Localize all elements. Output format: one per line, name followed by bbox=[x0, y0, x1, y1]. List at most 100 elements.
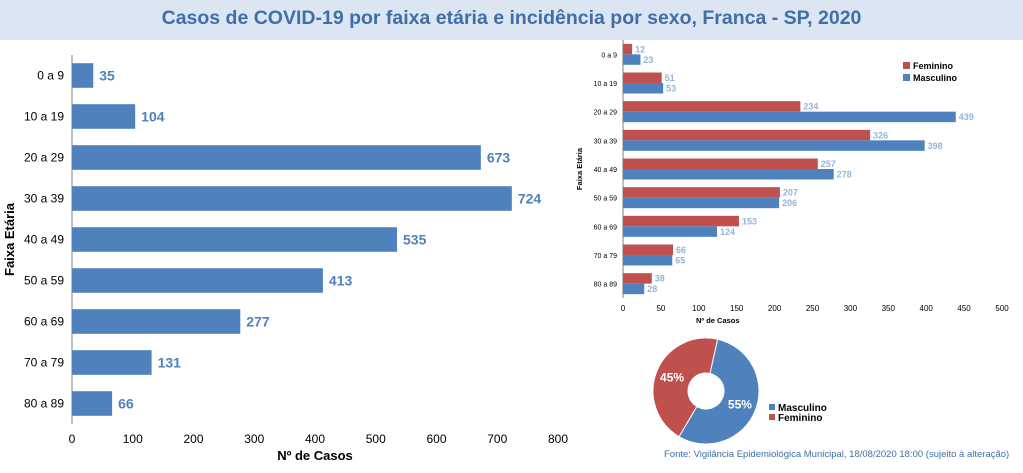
x-tick-label: 450 bbox=[957, 304, 971, 313]
bar bbox=[72, 63, 94, 88]
x-tick-label: 200 bbox=[183, 432, 203, 446]
data-label: 124 bbox=[720, 227, 735, 237]
y-tick-label: 0 a 9 bbox=[37, 69, 64, 83]
x-tick-label: 50 bbox=[656, 304, 665, 313]
data-label: 673 bbox=[487, 150, 511, 166]
x-tick-label: 500 bbox=[995, 304, 1009, 313]
y-tick-label: 50 a 59 bbox=[24, 274, 64, 288]
y-tick-label: 20 a 29 bbox=[594, 110, 617, 117]
data-label: 234 bbox=[803, 102, 818, 112]
bar-masculino bbox=[623, 283, 645, 295]
data-label: 66 bbox=[118, 396, 134, 412]
x-axis-title: Nº de Casos bbox=[696, 316, 740, 325]
x-tick-label: 0 bbox=[621, 304, 626, 313]
data-label: 12 bbox=[635, 44, 645, 54]
legend-label-masculino: Masculino bbox=[778, 403, 827, 414]
x-tick-label: 0 bbox=[69, 432, 76, 446]
bar-masculino bbox=[623, 83, 664, 94]
data-label: 104 bbox=[141, 109, 165, 125]
x-tick-label: 400 bbox=[920, 304, 934, 313]
y-tick-label: 80 a 89 bbox=[594, 282, 617, 289]
y-tick-label: 70 a 79 bbox=[594, 253, 617, 260]
data-label: 207 bbox=[783, 188, 798, 198]
bar-masculino bbox=[623, 54, 641, 65]
bar-masculino bbox=[623, 255, 673, 266]
legend-swatch-feminino bbox=[903, 62, 910, 69]
bar bbox=[72, 350, 152, 375]
data-label: 278 bbox=[837, 170, 852, 180]
bar bbox=[72, 145, 481, 170]
bar-feminino bbox=[623, 273, 652, 284]
data-label: 257 bbox=[821, 159, 836, 169]
y-tick-label: 30 a 39 bbox=[594, 138, 617, 145]
bar-masculino bbox=[623, 140, 925, 151]
x-tick-label: 150 bbox=[730, 304, 744, 313]
bar bbox=[72, 227, 398, 252]
data-label: 206 bbox=[782, 198, 797, 208]
x-tick-label: 600 bbox=[426, 432, 446, 446]
data-label: 724 bbox=[518, 191, 542, 207]
y-tick-label: 60 a 69 bbox=[594, 224, 617, 231]
x-tick-label: 350 bbox=[882, 304, 896, 313]
y-axis-title: Faixa Etária bbox=[2, 202, 17, 276]
y-tick-label: 50 a 59 bbox=[594, 196, 617, 203]
x-tick-label: 100 bbox=[123, 432, 143, 446]
data-label: 413 bbox=[329, 273, 353, 289]
title-band bbox=[0, 0, 1023, 40]
bar-feminino bbox=[623, 215, 739, 227]
x-tick-label: 300 bbox=[844, 304, 858, 313]
x-tick-label: 300 bbox=[244, 432, 264, 446]
x-tick-label: 700 bbox=[487, 432, 507, 446]
y-tick-label: 30 a 39 bbox=[24, 192, 64, 206]
legend-label-feminino: Feminino bbox=[913, 61, 954, 71]
data-label: 38 bbox=[655, 274, 665, 284]
y-axis-title: Faixa Etária bbox=[575, 147, 584, 190]
bar-masculino bbox=[623, 111, 956, 123]
legend-swatch-masculino bbox=[769, 404, 775, 410]
bar bbox=[72, 104, 136, 129]
data-label: 23 bbox=[643, 55, 653, 65]
y-tick-label: 60 a 69 bbox=[24, 315, 64, 329]
y-tick-label: 10 a 19 bbox=[594, 81, 617, 88]
y-tick-label: 80 a 89 bbox=[24, 397, 64, 411]
data-label: 51 bbox=[665, 73, 675, 83]
page-title: Casos de COVID-19 por faixa etária e inc… bbox=[161, 7, 862, 29]
pie-slice-masculino bbox=[678, 338, 760, 445]
bar bbox=[72, 309, 241, 334]
bar-feminino bbox=[623, 43, 633, 55]
legend-label-masculino: Masculino bbox=[913, 73, 958, 83]
bar-feminino bbox=[623, 158, 818, 169]
source-note: Fonte: Vigilância Epidemiológica Municip… bbox=[664, 449, 1010, 460]
y-tick-label: 10 a 19 bbox=[24, 110, 64, 124]
pie-slice-feminino bbox=[652, 337, 719, 438]
x-tick-label: 200 bbox=[768, 304, 782, 313]
x-tick-label: 800 bbox=[548, 432, 568, 446]
data-label: 131 bbox=[158, 355, 182, 371]
pie-value-label: 55% bbox=[728, 397, 752, 411]
bar-feminino bbox=[623, 187, 780, 198]
legend-label-feminino: Feminino bbox=[778, 413, 822, 424]
bar-masculino bbox=[623, 226, 717, 237]
pie-value-label: 45% bbox=[660, 371, 684, 385]
x-tick-label: 500 bbox=[366, 432, 386, 446]
bar-feminino bbox=[623, 101, 801, 112]
legend-swatch-feminino bbox=[769, 414, 775, 420]
bar bbox=[72, 391, 113, 416]
y-tick-label: 40 a 49 bbox=[594, 167, 617, 174]
data-label: 153 bbox=[742, 216, 757, 226]
x-axis-title: Nº de Casos bbox=[277, 448, 353, 463]
legend-swatch-masculino bbox=[903, 74, 910, 81]
data-label: 398 bbox=[928, 141, 943, 151]
data-label: 53 bbox=[666, 84, 676, 94]
data-label: 28 bbox=[647, 284, 657, 294]
bar-feminino bbox=[623, 244, 674, 255]
x-tick-label: 400 bbox=[305, 432, 325, 446]
y-tick-label: 20 a 29 bbox=[24, 151, 64, 165]
y-tick-label: 40 a 49 bbox=[24, 233, 64, 247]
data-label: 66 bbox=[676, 245, 686, 255]
bar-masculino bbox=[623, 197, 780, 209]
data-label: 35 bbox=[99, 68, 115, 84]
